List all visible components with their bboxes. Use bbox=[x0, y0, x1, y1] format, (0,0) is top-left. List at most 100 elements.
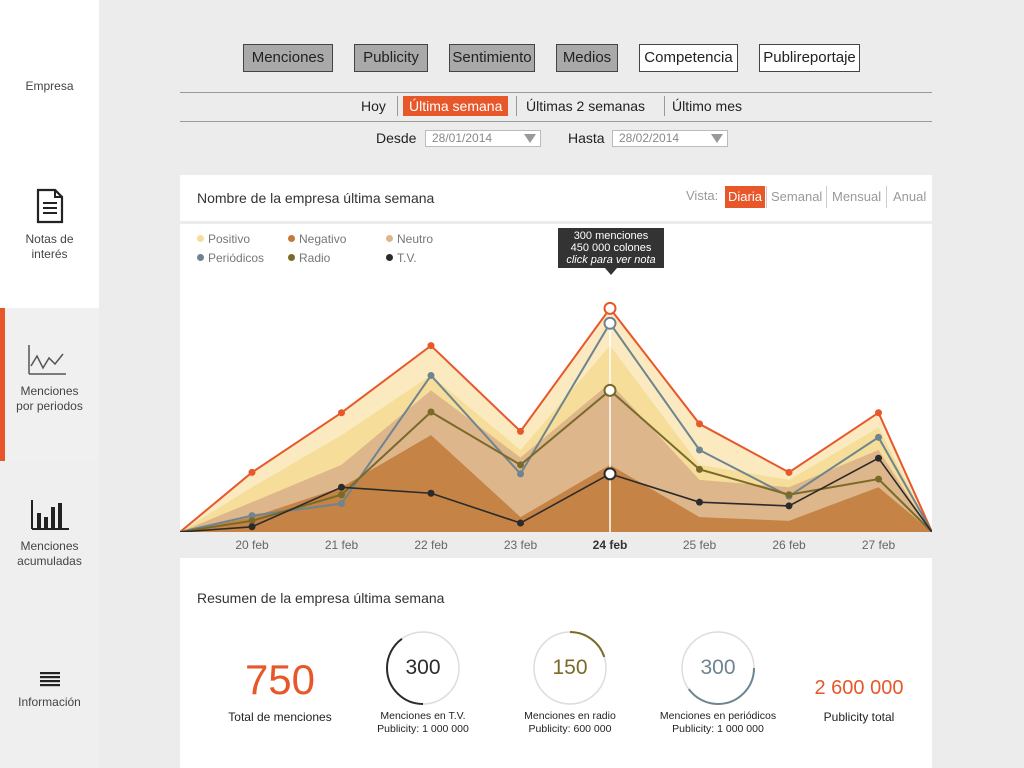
data-point-total bbox=[785, 468, 793, 476]
chart-area: 20 feb 21 feb 22 feb 23 feb 24 feb 25 feb 26 f… bbox=[180, 224, 932, 566]
divider bbox=[826, 186, 827, 208]
divider bbox=[664, 96, 665, 116]
data-point-total bbox=[248, 468, 256, 476]
chart-tooltip[interactable]: 300 menciones 450 000 colones click para… bbox=[558, 228, 664, 275]
legend-positivo[interactable]: Positivo bbox=[197, 232, 250, 246]
series-line-total bbox=[180, 306, 932, 533]
data-point-tv bbox=[427, 489, 435, 497]
divider bbox=[766, 186, 767, 208]
mentions-chart[interactable]: 20 feb 21 feb 22 feb 23 feb 24 feb 25 feb 26 f… bbox=[180, 224, 932, 569]
data-point-total bbox=[603, 301, 617, 315]
data-point-total bbox=[875, 409, 882, 417]
data-point-periodicos bbox=[338, 500, 345, 508]
dropdown-arrow-icon bbox=[524, 134, 536, 143]
data-point-tv bbox=[875, 454, 882, 462]
from-label: Desde bbox=[376, 130, 417, 146]
periodicos-publicity: Publicity: 1 000 000 bbox=[672, 723, 764, 735]
periodicos-mentions-label: Menciones en periódicos Publicity: 1 000… bbox=[648, 710, 788, 736]
sidebar-item-informacion[interactable]: Información bbox=[0, 615, 99, 768]
tab-competencia[interactable]: Competencia bbox=[639, 44, 738, 72]
data-point-tv bbox=[785, 502, 793, 510]
data-point-radio bbox=[427, 408, 435, 416]
legend-label: Radio bbox=[299, 251, 331, 265]
vista-semanal[interactable]: Semanal bbox=[771, 189, 823, 204]
radio-ring bbox=[533, 631, 607, 705]
sidebar-item-menciones-periodos[interactable]: Menciones por periodos bbox=[0, 308, 99, 461]
from-date-select[interactable]: 28/01/2014 bbox=[425, 130, 541, 147]
document-icon bbox=[36, 188, 63, 224]
legend-dot bbox=[386, 235, 393, 242]
vista-mensual[interactable]: Mensual bbox=[832, 189, 882, 204]
data-point-periodicos bbox=[427, 371, 435, 379]
tooltip-link[interactable]: click para ver nota bbox=[566, 254, 656, 266]
dropdown-arrow-icon bbox=[711, 134, 723, 143]
tab-menciones[interactable]: Menciones bbox=[243, 44, 333, 72]
data-point-total bbox=[427, 342, 435, 350]
tab-sentimiento[interactable]: Sentimiento bbox=[449, 44, 535, 72]
legend-radio[interactable]: Radio bbox=[288, 251, 330, 265]
periodicos-label: Menciones en periódicos bbox=[659, 710, 777, 722]
to-label: Hasta bbox=[568, 130, 605, 146]
periodicos-ring bbox=[681, 631, 755, 705]
tv-label: Menciones en T.V. bbox=[380, 710, 466, 722]
data-point-radio bbox=[603, 383, 617, 397]
sidebar-item-label: Información bbox=[18, 695, 81, 709]
data-point-tv bbox=[603, 467, 617, 481]
sidebar-item-label: Menciones bbox=[20, 539, 79, 553]
range-ultimo-mes[interactable]: Último mes bbox=[672, 98, 743, 114]
data-point-tv bbox=[248, 523, 256, 531]
data-point-periodicos bbox=[875, 433, 882, 441]
data-point-total bbox=[517, 427, 524, 435]
sidebar-item-notas[interactable]: Notas de interés bbox=[0, 154, 99, 308]
list-icon bbox=[39, 672, 60, 687]
sidebar-item-empresa[interactable]: Empresa bbox=[0, 0, 99, 154]
range-ultima-semana[interactable]: Última semana bbox=[403, 96, 509, 116]
divider bbox=[180, 121, 932, 122]
from-date-value: 28/01/2014 bbox=[432, 131, 493, 145]
tab-publireportaje[interactable]: Publireportaje bbox=[759, 44, 860, 72]
to-date-select[interactable]: 28/02/2014 bbox=[612, 130, 728, 147]
tv-ring bbox=[386, 631, 460, 705]
radio-label: Menciones en radio bbox=[524, 710, 616, 722]
x-tick-label: 21 feb bbox=[325, 538, 359, 552]
divider bbox=[397, 96, 398, 116]
tab-publicity[interactable]: Publicity bbox=[354, 44, 428, 72]
chart-header: Nombre de la empresa última semana Vista… bbox=[180, 175, 932, 221]
total-mentions-value: 750 bbox=[244, 656, 316, 703]
data-point-tv bbox=[338, 483, 345, 491]
legend-negativo[interactable]: Negativo bbox=[288, 232, 346, 246]
range-ultimas-2-semanas[interactable]: Últimas 2 semanas bbox=[526, 98, 646, 114]
tv-mentions-label: Menciones en T.V. Publicity: 1 000 000 bbox=[353, 710, 493, 736]
tv-publicity: Publicity: 1 000 000 bbox=[377, 723, 469, 735]
data-point-periodicos bbox=[696, 446, 703, 454]
data-point-radio bbox=[517, 461, 524, 469]
legend-dot bbox=[197, 254, 204, 261]
range-hoy[interactable]: Hoy bbox=[361, 98, 386, 114]
legend-neutro[interactable]: Neutro bbox=[386, 232, 433, 246]
data-point-radio bbox=[696, 465, 703, 473]
summary-title: Resumen de la empresa última semana bbox=[197, 590, 445, 606]
legend-tv[interactable]: T.V. bbox=[386, 251, 417, 265]
legend-label: Positivo bbox=[208, 232, 251, 246]
sidebar: Empresa Notas de interés Menciones por p… bbox=[0, 0, 99, 768]
divider bbox=[886, 186, 887, 208]
vista-anual[interactable]: Anual bbox=[893, 189, 927, 204]
total-mentions-label: Total de menciones bbox=[228, 710, 332, 724]
legend-periodicos[interactable]: Periódicos bbox=[197, 251, 264, 265]
tooltip-value: 450 000 colones bbox=[570, 242, 652, 254]
vista-diaria[interactable]: Diaria bbox=[725, 186, 765, 208]
tab-medios[interactable]: Medios bbox=[556, 44, 618, 72]
x-tick-label: 20 feb bbox=[235, 538, 269, 552]
radio-mentions-label: Menciones en radio Publicity: 600 000 bbox=[500, 710, 640, 736]
sidebar-item-menciones-acumuladas[interactable]: Menciones acumuladas bbox=[0, 461, 99, 615]
data-point-periodicos bbox=[248, 512, 256, 520]
tv-mentions-value: 300 bbox=[405, 656, 441, 679]
sidebar-item-label: Menciones bbox=[20, 384, 79, 398]
legend-label: Periódicos bbox=[208, 251, 265, 265]
legend-dot bbox=[197, 235, 204, 242]
data-point-total bbox=[338, 409, 345, 417]
publicity-total-label: Publicity total bbox=[823, 710, 895, 724]
data-point-tv bbox=[696, 498, 703, 506]
x-tick-label: 22 feb bbox=[414, 538, 448, 552]
tooltip-mentions: 300 menciones bbox=[573, 230, 649, 242]
